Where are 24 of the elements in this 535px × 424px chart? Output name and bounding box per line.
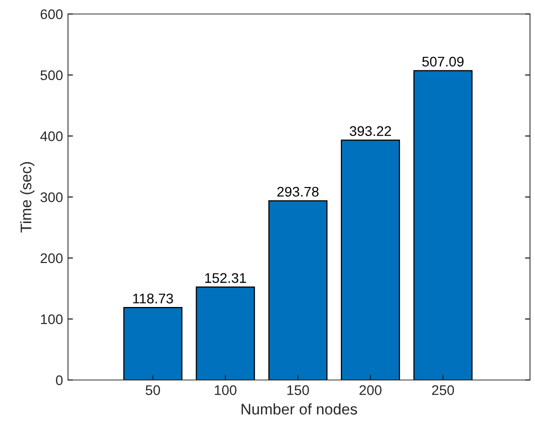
data-label: 118.73 [133,294,173,304]
x-tick-label: 150 [287,385,309,396]
y-tick-label: 500 [40,70,63,80]
x-tick-label: 100 [214,385,236,396]
bar [340,140,400,380]
y-tick-label: 400 [40,131,63,142]
data-label: 393.22 [350,126,391,136]
data-label: 152.31 [205,273,246,283]
y-tick-label: 200 [40,253,63,264]
x-tick-label: 250 [432,385,454,396]
x-tick-label: 50 [146,385,160,396]
data-label: 507.09 [422,56,464,67]
bar [123,307,182,380]
bar [268,200,328,380]
y-tick-label: 100 [41,314,63,324]
y-tick-label: 600 [40,9,63,20]
data-label: 293.78 [277,186,319,197]
x-axis-title: Number of nodes [242,403,358,415]
bar [413,70,473,380]
x-tick-label: 200 [360,385,382,396]
y-axis-title: Time (sec) [20,162,34,232]
y-tick-label: 300 [40,192,63,202]
bar [196,286,255,380]
y-tick-label: 0 [56,375,63,386]
